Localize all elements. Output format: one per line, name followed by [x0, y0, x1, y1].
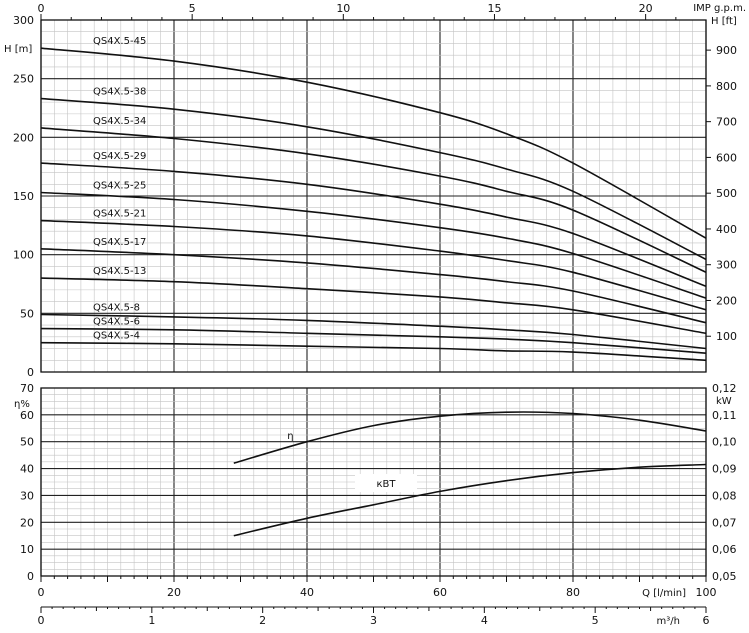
- y-tick-label: 50: [20, 307, 34, 320]
- y-right-tick-label: 0,11: [712, 409, 737, 422]
- y-right-tick-label: 800: [716, 80, 737, 93]
- y-tick-label: 100: [13, 249, 34, 262]
- y-tick-label: 70: [20, 382, 34, 395]
- y-right-tick-label: 400: [716, 223, 737, 236]
- power-label-bg: [355, 474, 417, 492]
- curve-label: QS4X.5-38: [93, 87, 146, 98]
- y-right-tick-label: 700: [716, 116, 737, 129]
- m3h-tick-label: 2: [259, 614, 266, 627]
- y-tick-label: 200: [13, 131, 34, 144]
- curve-label: QS4X.5-25: [93, 180, 146, 191]
- y-right-tick-label: 0,08: [712, 489, 737, 502]
- head-curve: [40, 97, 707, 261]
- efficiency-curve-label: η: [287, 431, 293, 442]
- y-right-tick-label: 0,09: [712, 463, 737, 476]
- top-axis-label: IMP g.p.m.: [693, 3, 746, 14]
- curve-label: QS4X.5-4: [93, 331, 140, 342]
- head-curve: [40, 327, 707, 354]
- head-curve: [40, 248, 707, 324]
- power-curve: [233, 463, 707, 537]
- m3h-tick-label: 4: [481, 614, 488, 627]
- efficiency-curve: [233, 411, 707, 464]
- y-axis-label: η%: [14, 399, 30, 410]
- m3h-tick-label: 0: [38, 614, 45, 627]
- top-tick-label: 15: [487, 2, 501, 15]
- x-tick-label: 100: [696, 586, 717, 599]
- head-curve: [40, 191, 707, 299]
- y-right-tick-label: 0,12: [712, 382, 737, 395]
- curve-label: QS4X.5-29: [93, 151, 146, 162]
- text-layer: QS4X.5-45QS4X.5-38QS4X.5-34QS4X.5-29QS4X…: [4, 2, 746, 627]
- curve-label: QS4X.5-21: [93, 209, 146, 220]
- head-curve: [40, 277, 707, 335]
- m3h-axis-label: m³/h: [657, 616, 680, 627]
- y-axis-label: H [m]: [4, 44, 32, 55]
- top-tick-label: 0: [38, 2, 45, 15]
- y-right-tick-label: 200: [716, 294, 737, 307]
- y-tick-label: 10: [20, 543, 34, 556]
- m3h-tick-label: 1: [148, 614, 155, 627]
- head-curve: [40, 341, 707, 362]
- frame-layer: [40, 14, 711, 613]
- curve-label: QS4X.5-13: [93, 266, 146, 277]
- x-tick-label: 0: [38, 586, 45, 599]
- y-tick-label: 40: [20, 463, 34, 476]
- x-axis-label: Q [l/min]: [642, 588, 686, 599]
- curve-label: QS4X.5-45: [93, 36, 146, 47]
- top-tick-label: 10: [336, 2, 350, 15]
- m3h-tick-label: 6: [703, 614, 710, 627]
- head-curve: [40, 127, 707, 274]
- top-tick-label: 5: [189, 2, 196, 15]
- y-right-tick-label: 900: [716, 44, 737, 57]
- y-tick-label: 150: [13, 190, 34, 203]
- y-tick-label: 300: [13, 14, 34, 27]
- y-tick-label: 250: [13, 73, 34, 86]
- y-right-tick-label: 0,06: [712, 543, 737, 556]
- power-curve-label: кВТ: [376, 479, 396, 490]
- y-right-axis-label: kW: [716, 396, 732, 407]
- curve-layer: [40, 47, 707, 537]
- y-tick-label: 20: [20, 516, 34, 529]
- m3h-tick-label: 5: [592, 614, 599, 627]
- top-tick-label: 20: [639, 2, 653, 15]
- x-tick-label: 20: [167, 586, 181, 599]
- x-tick-label: 80: [566, 586, 580, 599]
- y-tick-label: 0: [27, 366, 34, 379]
- m3h-tick-label: 3: [370, 614, 377, 627]
- y-tick-label: 30: [20, 489, 34, 502]
- y-tick-label: 0: [27, 570, 34, 583]
- head-curve: [40, 219, 707, 311]
- x-tick-label: 60: [433, 586, 447, 599]
- y-right-tick-label: 0,07: [712, 516, 737, 529]
- y-right-axis-label: H [ft]: [711, 16, 737, 27]
- head-curve: [40, 313, 707, 350]
- curve-label: QS4X.5-17: [93, 237, 146, 248]
- y-right-tick-label: 300: [716, 259, 737, 272]
- y-right-tick-label: 600: [716, 151, 737, 164]
- y-right-tick-label: 100: [716, 330, 737, 343]
- curve-label: QS4X.5-34: [93, 116, 146, 127]
- head-curve: [40, 162, 707, 288]
- y-right-tick-label: 500: [716, 187, 737, 200]
- curve-label: QS4X.5-8: [93, 303, 140, 314]
- y-tick-label: 60: [20, 409, 34, 422]
- y-right-tick-label: 0,10: [712, 436, 737, 449]
- y-right-tick-label: 0,05: [712, 570, 737, 583]
- y-tick-label: 50: [20, 436, 34, 449]
- head-curve: [40, 47, 707, 239]
- curve-label: QS4X.5-6: [93, 317, 140, 328]
- x-tick-label: 40: [300, 586, 314, 599]
